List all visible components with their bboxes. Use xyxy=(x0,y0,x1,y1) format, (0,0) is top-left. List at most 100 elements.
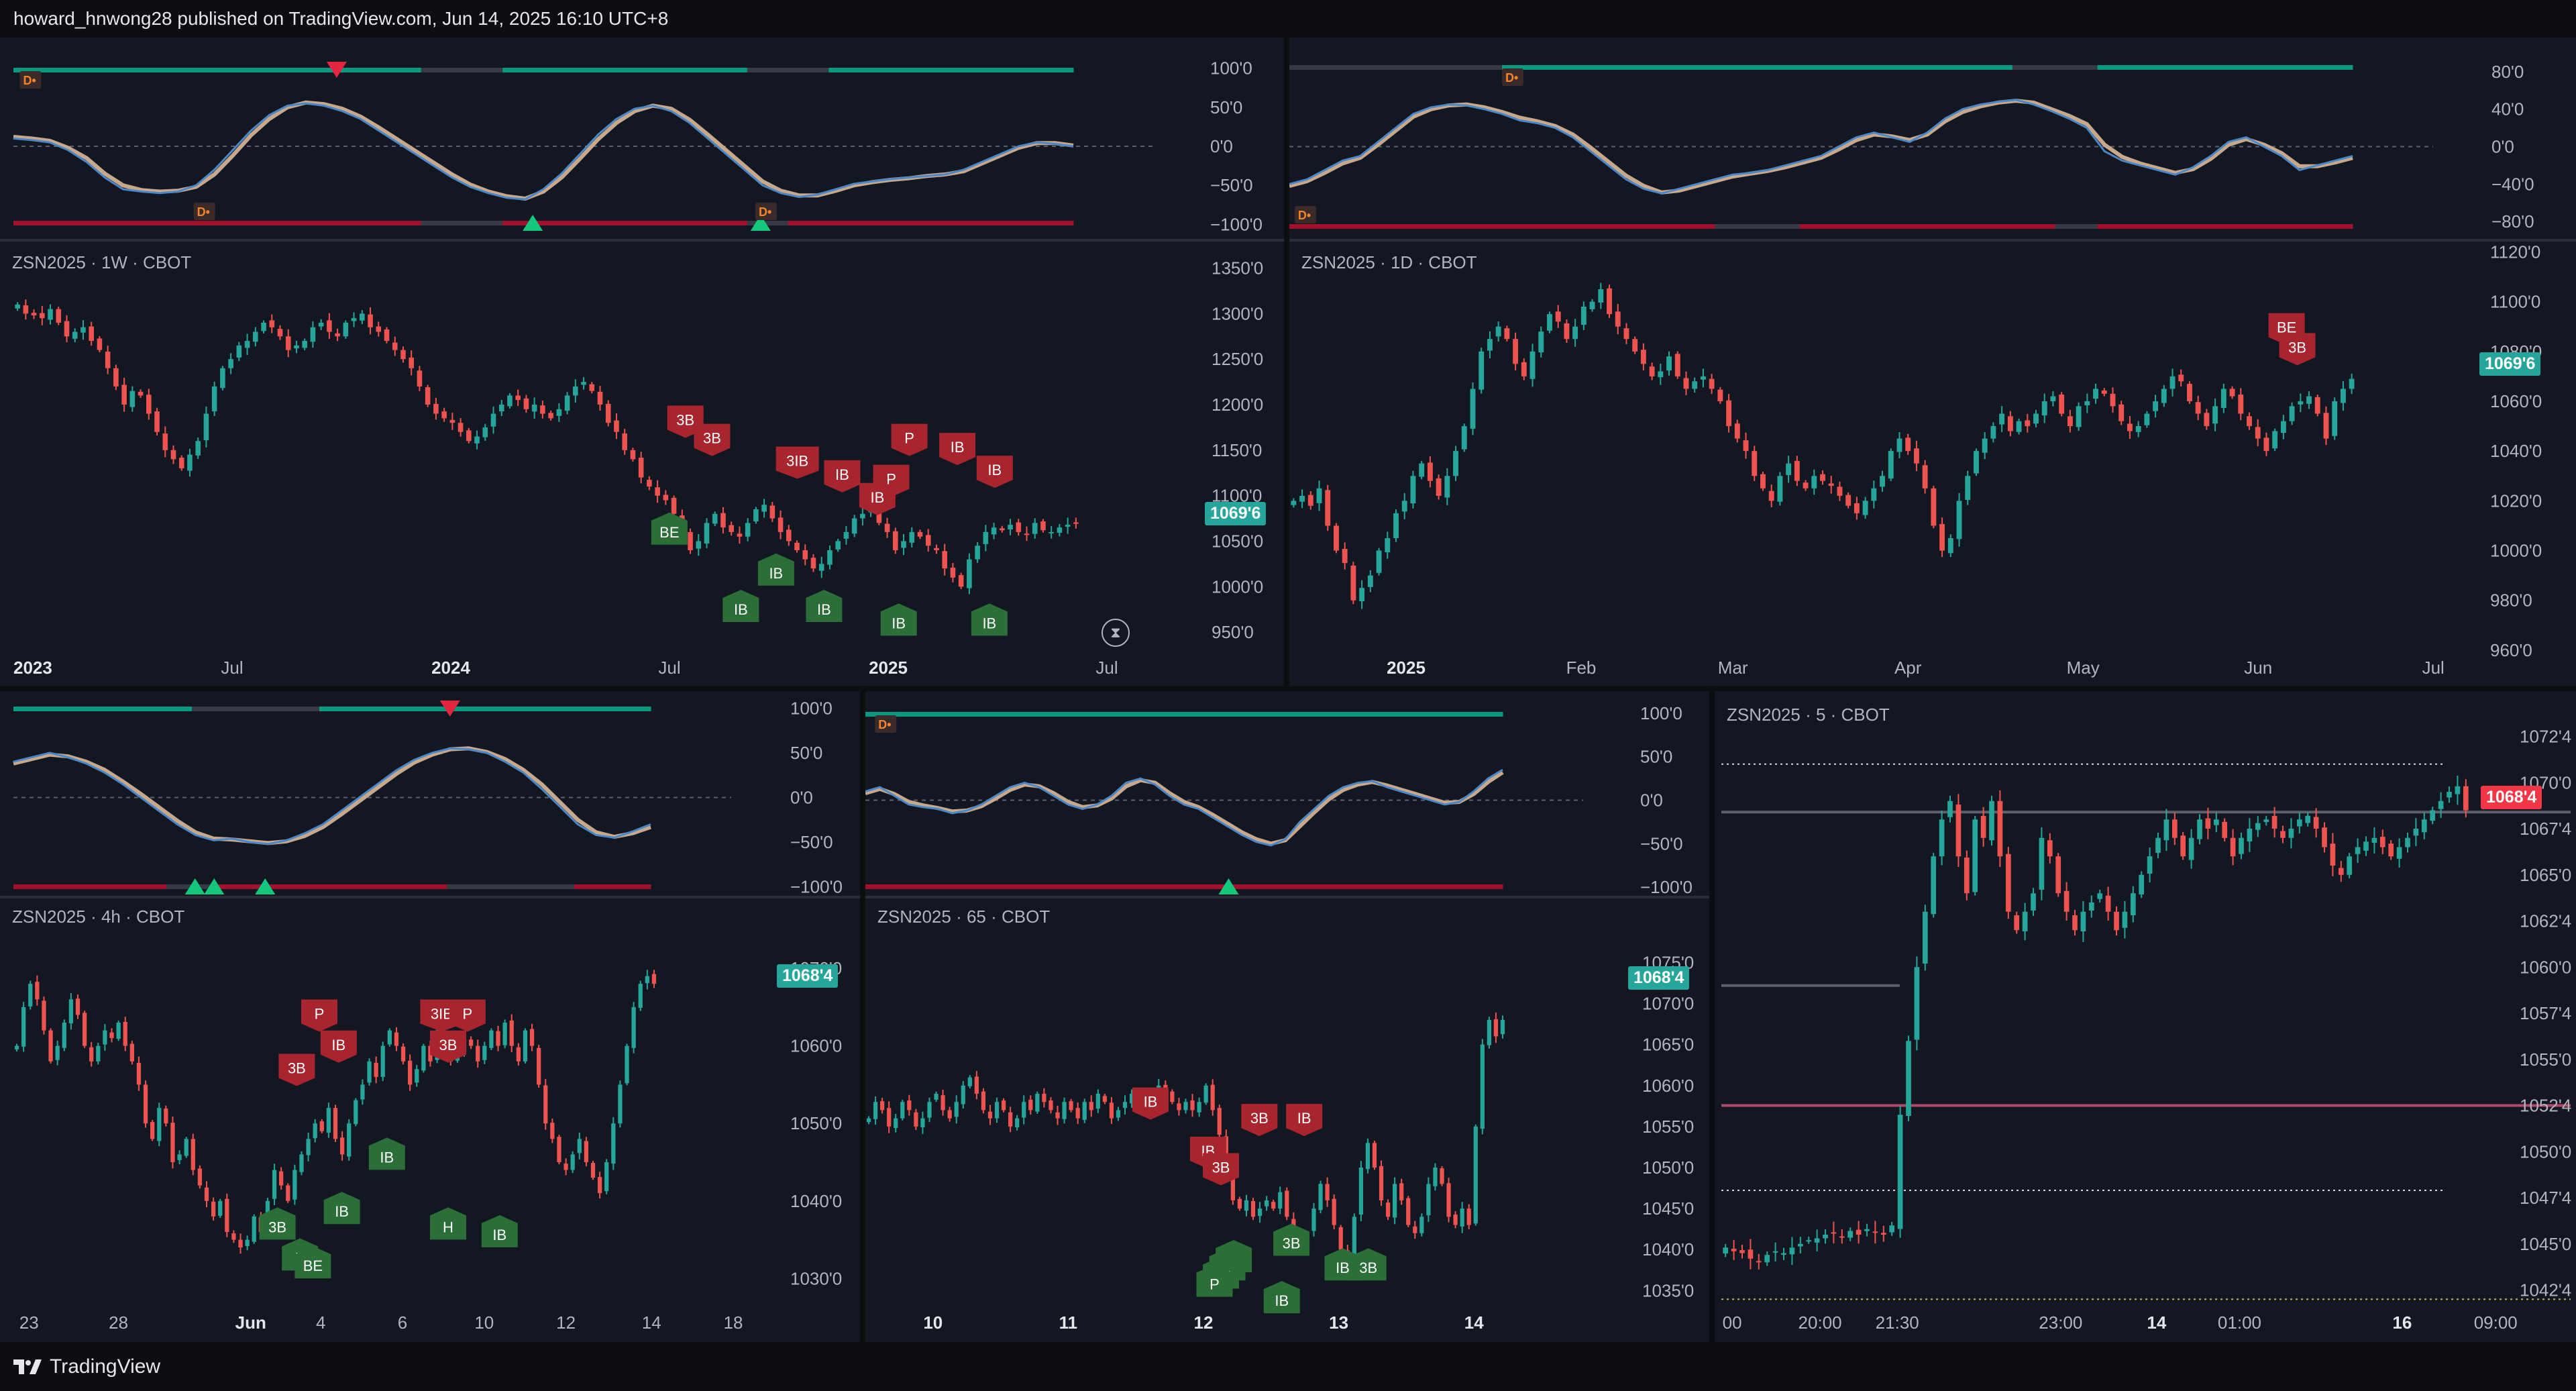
candle-body xyxy=(720,513,726,528)
candle-body xyxy=(1854,503,1860,513)
candle-body xyxy=(318,322,324,327)
candle-body xyxy=(873,1102,878,1119)
signal-badge-label: 3B xyxy=(1250,1110,1269,1127)
price-scale-label: 1045'0 xyxy=(2520,1234,2571,1254)
candle-body xyxy=(1739,1249,1745,1253)
candle-body xyxy=(920,1118,925,1127)
price-scale-label: 1062'4 xyxy=(2520,911,2571,931)
osc-scale-label: −50'0 xyxy=(1210,175,1253,195)
candle-body xyxy=(1980,815,1986,838)
candle-body xyxy=(1734,423,1740,439)
daily-chart-svg[interactable]: D•D•80'040'00'0−40'0−80'01120'01100'0108… xyxy=(1289,38,2576,686)
candle-body xyxy=(1217,1108,1222,1135)
candle-body xyxy=(1674,354,1680,376)
pane-weekly[interactable]: D• D• D• 100'0 50'0 0'0 −50'0 −100'0 1350'0 1300'… xyxy=(0,38,1284,686)
price-scale-label: 1150'0 xyxy=(1212,440,1262,460)
candle-body xyxy=(631,1007,636,1048)
candle-body xyxy=(2063,890,2070,912)
signal-badge-label: 3B xyxy=(1359,1259,1377,1276)
candle-body xyxy=(502,1023,507,1045)
5m-chart-svg[interactable]: 1072'41070'01067'41065'01062'41060'01057… xyxy=(1715,691,2576,1342)
candle-body xyxy=(220,368,225,389)
hourglass-icon[interactable]: ⧗ xyxy=(1102,619,1130,647)
osc-scale-label: 0'0 xyxy=(1210,136,1233,156)
osc-band-bottom xyxy=(1374,224,1417,229)
time-axis-label: 28 xyxy=(109,1312,128,1333)
osc-band-top xyxy=(891,712,917,717)
pane-daily[interactable]: D• D• 80'0 40'0 0'0 −40'0 −80'0 1120'0 1100'0 108… xyxy=(1289,38,2576,686)
candle-body xyxy=(1955,805,1962,857)
pane-4h[interactable]: 100'050'00'0−50'0−100'01070'01060'01050'… xyxy=(0,691,860,1342)
candle-body xyxy=(245,1239,250,1247)
osc-scale-label: −50'0 xyxy=(790,832,833,852)
osc-band-top xyxy=(39,707,65,711)
tradingview-brand-text: TradingView xyxy=(50,1355,161,1378)
divergence-flag-label: D• xyxy=(1298,209,1311,222)
candle-body xyxy=(2130,893,2136,916)
candle-body xyxy=(394,1032,399,1046)
time-axis-label: 2023 xyxy=(13,658,52,678)
candle-body xyxy=(1820,474,1825,481)
candle-body xyxy=(244,341,250,348)
time-axis-label: 14 xyxy=(2147,1312,2166,1333)
candle-body xyxy=(884,523,890,532)
candle-body xyxy=(1513,339,1519,364)
price-scale-label: 1070'0 xyxy=(1642,994,1694,1014)
candle-body xyxy=(490,413,496,427)
osc-band-bottom xyxy=(1120,884,1146,889)
candle-body xyxy=(40,313,45,319)
osc-band-top xyxy=(1799,65,1843,70)
candle-body xyxy=(1271,1202,1276,1209)
signal-badge xyxy=(430,1207,466,1240)
candle-body xyxy=(1440,1168,1444,1184)
weekly-chart-svg[interactable]: D• D• D• 100'0 50'0 0'0 −50'0 −100'0 1350'0 1300'… xyxy=(0,38,1284,686)
time-axis-label: 13 xyxy=(1329,1312,1348,1333)
candle-body xyxy=(934,1094,938,1100)
candle-body xyxy=(2205,818,2211,829)
osc-fast-line xyxy=(13,747,651,845)
candle-body xyxy=(1999,413,2005,425)
tradingview-brand[interactable]: TradingView xyxy=(13,1355,160,1378)
signal-badge-label: P xyxy=(462,1006,472,1023)
candle-body xyxy=(75,998,80,1015)
osc-band-bottom xyxy=(2182,224,2226,229)
candle-body xyxy=(225,1198,229,1232)
candle-body xyxy=(1358,1168,1363,1215)
osc-band-bottom xyxy=(1332,224,1375,229)
osc-band-bottom xyxy=(1970,224,2013,229)
price-scale-label: 1065'0 xyxy=(1642,1035,1694,1055)
candle-body xyxy=(887,1108,892,1127)
price-scale-label: 1050'0 xyxy=(1642,1157,1694,1178)
candle-body xyxy=(387,1030,392,1045)
pane-5m[interactable]: 1072'4 1070'0 1067'4 1065'0 1062'4 1060'0 1057… xyxy=(1715,691,2576,1342)
pane-65m[interactable]: D• 100'0 50'0 0'0 −50'0 −100'0 1075'0 1070'0 106… xyxy=(865,691,1709,1342)
candle-body xyxy=(516,1047,521,1062)
candle-body xyxy=(285,336,291,350)
osc-band-top xyxy=(421,707,447,711)
candle-body xyxy=(2263,819,2269,822)
candle-body xyxy=(2313,817,2319,829)
price-scale-label: 1020'0 xyxy=(2490,491,2542,511)
candle-body xyxy=(1831,1232,1837,1234)
candle-body xyxy=(421,1045,426,1071)
candle-body xyxy=(981,1091,986,1111)
candle-body xyxy=(950,567,956,578)
candle-body xyxy=(1872,1231,1878,1233)
osc-band-bottom xyxy=(865,884,892,889)
osc-band-bottom xyxy=(1069,884,1095,889)
candle-body xyxy=(876,511,882,523)
price-scale-label: 1065'0 xyxy=(2520,865,2571,885)
osc-band-bottom xyxy=(498,884,524,889)
time-axis-label: Jul xyxy=(221,658,243,678)
65m-chart-svg[interactable]: D•100'050'00'0−50'0−100'01075'01070'0106… xyxy=(865,691,1709,1342)
candle-body xyxy=(975,546,980,560)
4h-chart-svg[interactable]: 100'050'00'0−50'0−100'01070'01060'01050'… xyxy=(0,691,860,1342)
osc-band-top xyxy=(1672,65,1715,70)
time-axis-label: 18 xyxy=(724,1312,743,1333)
candle-body xyxy=(2180,835,2186,857)
signal-badge xyxy=(449,999,486,1032)
candle-body xyxy=(2114,911,2119,931)
candle-body xyxy=(618,1084,623,1124)
candle-body xyxy=(704,523,710,544)
candle-body xyxy=(2255,823,2261,830)
